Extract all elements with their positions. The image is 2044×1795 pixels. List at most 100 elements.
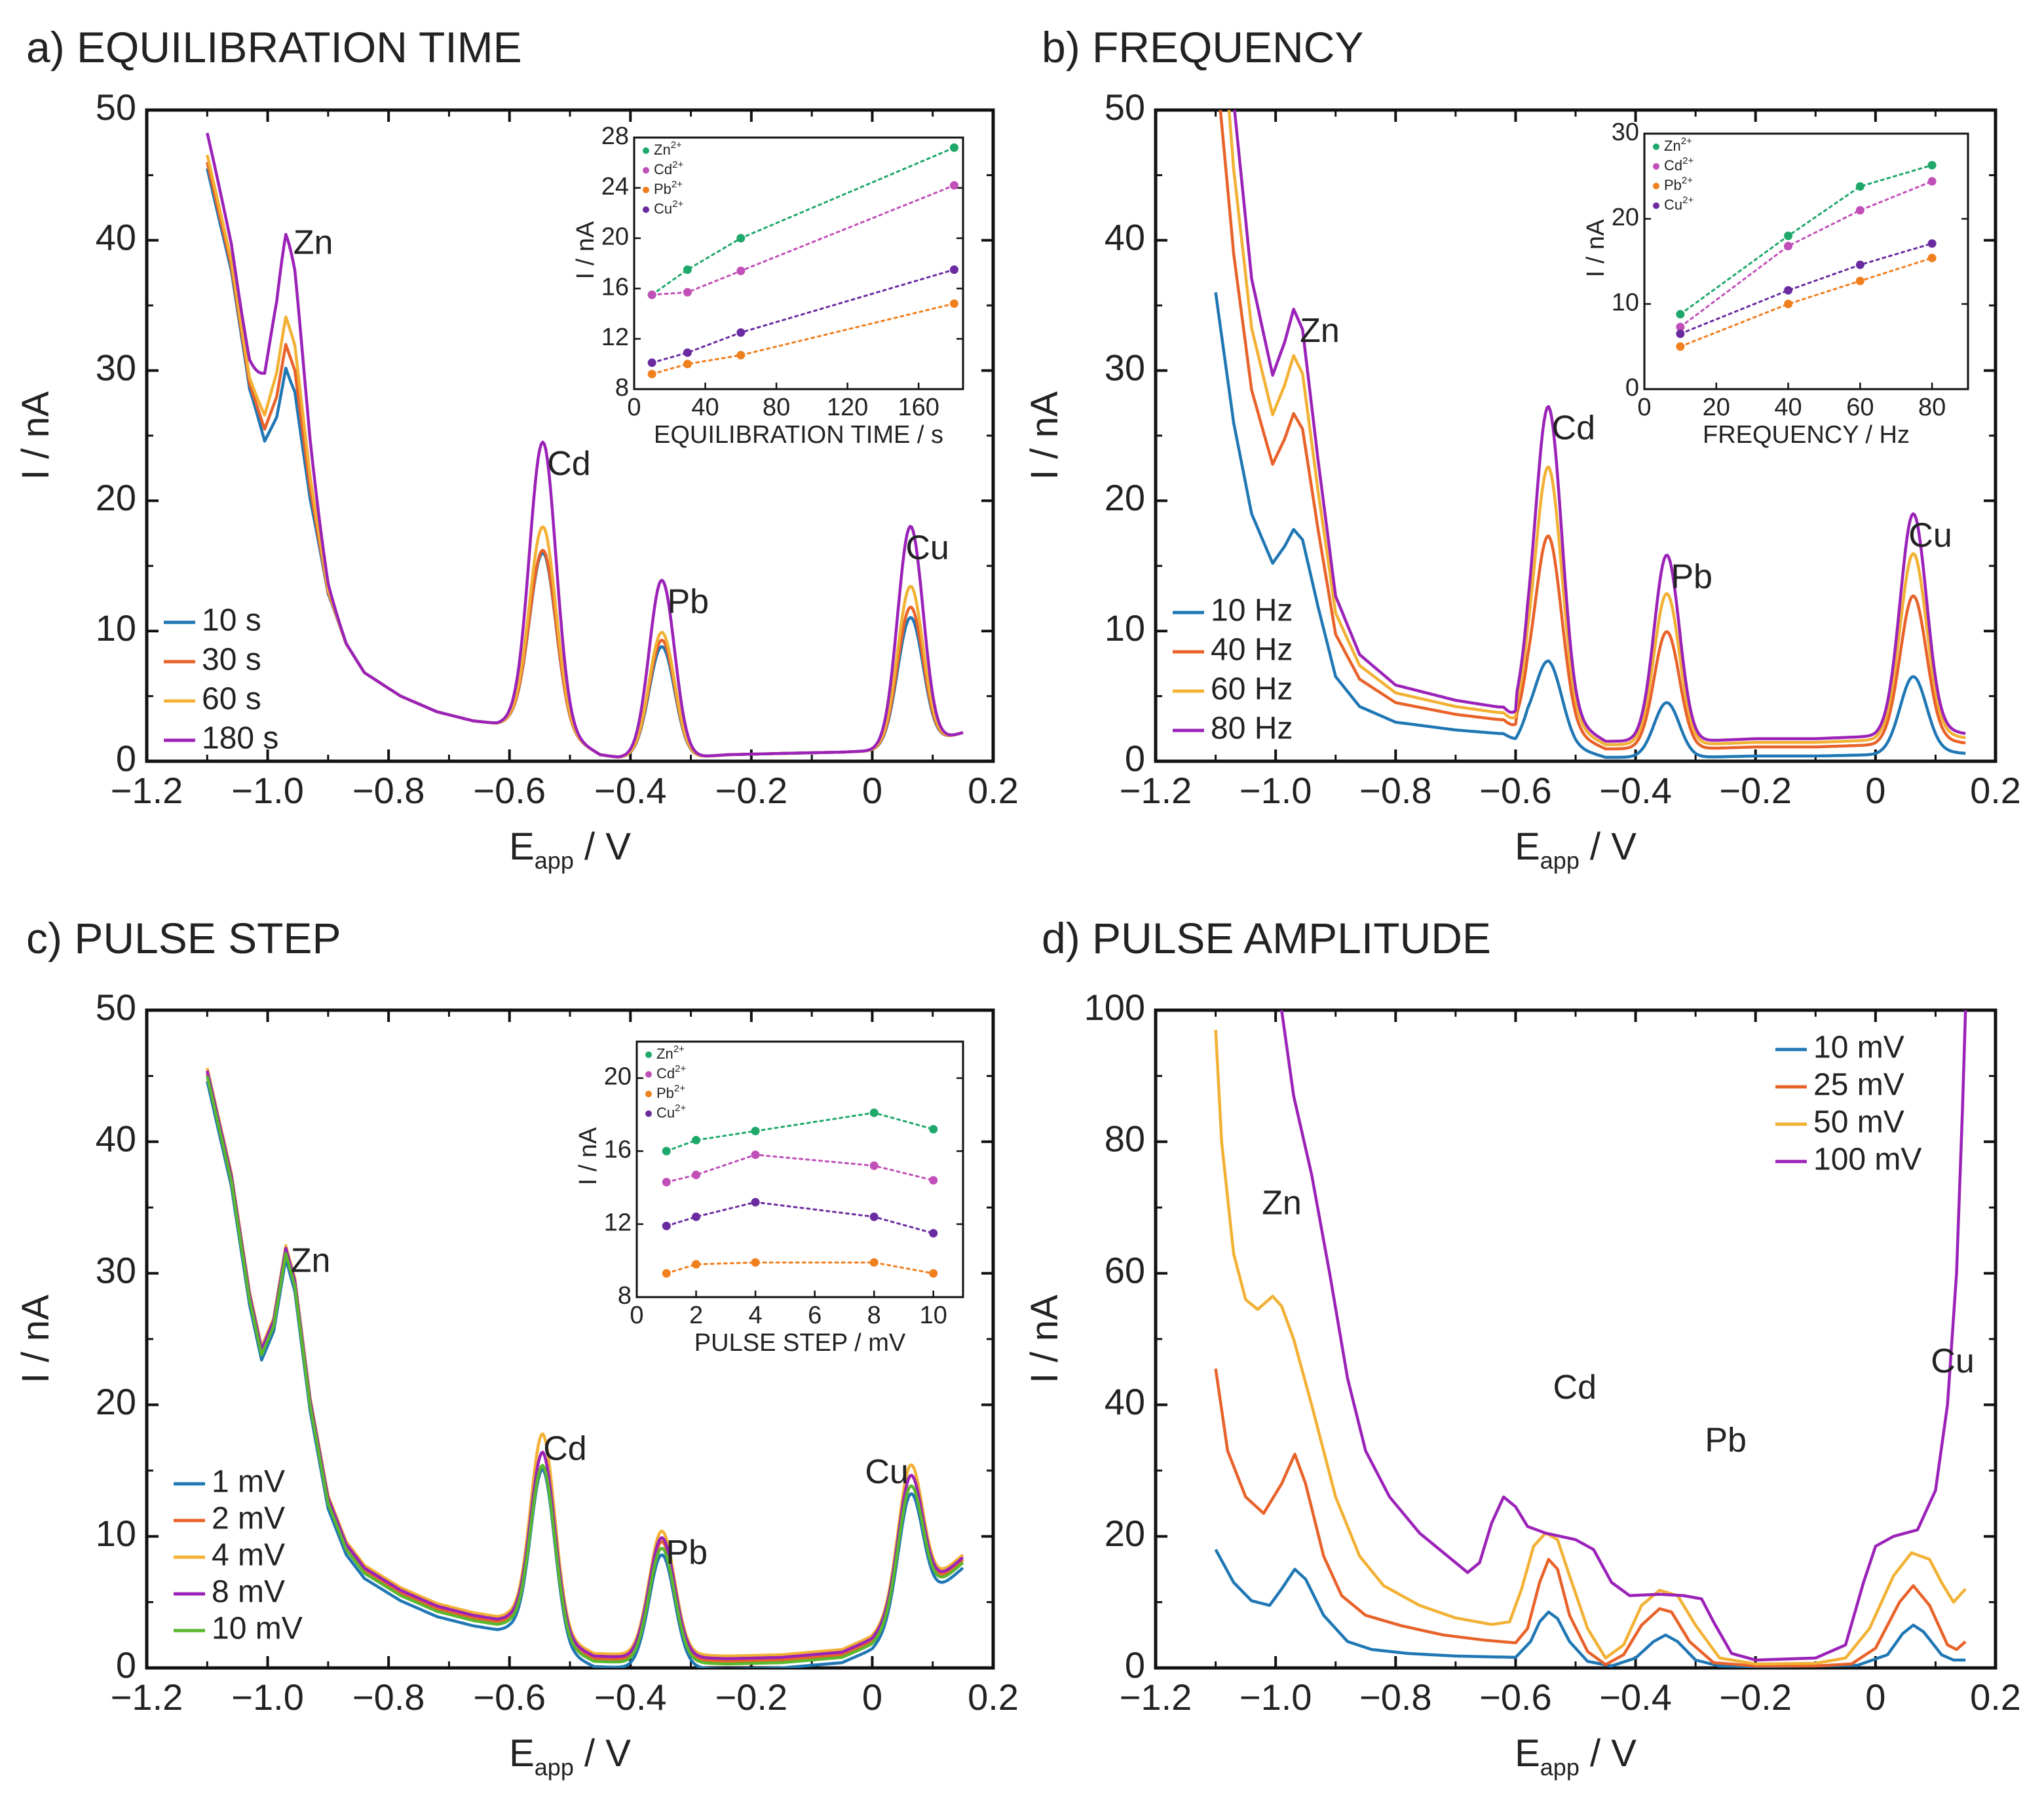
inset-x-tick-label: 0 bbox=[627, 394, 641, 421]
series-line bbox=[1214, 1368, 1967, 1668]
y-tick-label: 30 bbox=[96, 1249, 136, 1291]
x-tick-label: 0.2 bbox=[1970, 770, 2021, 811]
y-tick-label: 10 bbox=[96, 1513, 136, 1554]
x-tick-label: −0.2 bbox=[1719, 1676, 1792, 1718]
inset-data-point bbox=[869, 1161, 879, 1170]
x-tick-label: −0.2 bbox=[715, 1676, 788, 1718]
y-axis-label: I / nA bbox=[1023, 391, 1066, 480]
panel-title: a) EQUILIBRATION TIME bbox=[26, 23, 522, 71]
inset-data-point bbox=[949, 181, 958, 190]
inset-x-tick-label: 20 bbox=[1703, 394, 1730, 421]
inset-data-point bbox=[869, 1212, 879, 1221]
y-axis-label: I / nA bbox=[1023, 1294, 1066, 1384]
peak-label: Cd bbox=[1552, 409, 1595, 447]
inset-data-point bbox=[1927, 239, 1937, 248]
inset-data-point bbox=[683, 360, 692, 369]
inset-y-tick-label: 30 bbox=[1612, 119, 1639, 146]
inset-legend-charge: 2+ bbox=[674, 1083, 685, 1094]
legend-label: 100 mV bbox=[1813, 1143, 1921, 1177]
x-axis-label-unit: / V bbox=[1580, 825, 1637, 868]
x-tick-label: −1.2 bbox=[1120, 1676, 1192, 1718]
peak-label: Pb bbox=[1705, 1421, 1747, 1459]
x-axis-label: Eapp / V bbox=[1515, 1732, 1637, 1781]
inset-legend-charge: 2+ bbox=[1682, 195, 1694, 206]
inset-series-line bbox=[1679, 164, 1933, 316]
inset-legend-ion: Zn bbox=[656, 1046, 673, 1062]
inset-legend-marker bbox=[643, 167, 649, 174]
legend-label: 50 mV bbox=[1813, 1105, 1904, 1140]
inset-legend-label: Cu2+ bbox=[654, 198, 683, 217]
inset-x-tick-label: 8 bbox=[867, 1302, 881, 1329]
legend-label: 4 mV bbox=[212, 1538, 285, 1573]
x-tick-label: −0.6 bbox=[1479, 770, 1552, 811]
inset-data-point bbox=[683, 288, 692, 297]
y-tick-label: 0 bbox=[116, 738, 136, 779]
inset-data-point bbox=[662, 1269, 671, 1278]
x-tick-label: −0.8 bbox=[1359, 770, 1432, 811]
inset-data-point bbox=[1784, 286, 1793, 295]
x-tick-label: 0.2 bbox=[1970, 1676, 2021, 1718]
inset-x-tick-label: 4 bbox=[749, 1302, 763, 1329]
inset-legend-charge: 2+ bbox=[672, 179, 683, 190]
y-tick-label: 100 bbox=[1084, 987, 1145, 1028]
x-axis-label-subscript: app bbox=[1540, 1754, 1580, 1781]
x-tick-label: −0.6 bbox=[473, 770, 546, 811]
peak-label: Cd bbox=[1553, 1369, 1597, 1407]
y-tick-label: 0 bbox=[1125, 738, 1145, 779]
y-tick-label: 20 bbox=[96, 1381, 136, 1422]
inset-data-point bbox=[1927, 161, 1937, 170]
inset-data-point bbox=[1676, 342, 1685, 351]
inset-data-point bbox=[929, 1125, 938, 1134]
inset-y-tick-label: 20 bbox=[604, 1063, 632, 1091]
inset-legend-marker bbox=[643, 147, 649, 154]
peak-label: Cd bbox=[547, 445, 590, 483]
inset-series-line bbox=[1679, 257, 1933, 348]
x-tick-label: −1.2 bbox=[1120, 770, 1192, 811]
inset-data-point bbox=[751, 1127, 760, 1135]
inset-data-point bbox=[1784, 231, 1793, 240]
inset-legend-ion: Cd bbox=[654, 161, 672, 178]
inset-data-point bbox=[683, 348, 692, 357]
inset-data-point bbox=[692, 1170, 701, 1179]
inset-data-point bbox=[1927, 177, 1937, 186]
y-tick-label: 20 bbox=[1105, 1513, 1145, 1554]
x-tick-label: −0.2 bbox=[1719, 770, 1792, 811]
inset-legend-marker bbox=[1653, 163, 1659, 170]
legend-label: 10 s bbox=[202, 603, 261, 638]
inset-data-point bbox=[869, 1108, 879, 1118]
inset-x-tick-label: 160 bbox=[898, 394, 939, 421]
x-axis-label: Eapp / V bbox=[509, 1732, 631, 1781]
series-group bbox=[206, 132, 964, 759]
x-tick-label: −0.8 bbox=[352, 770, 425, 811]
panel-title: c) PULSE STEP bbox=[26, 914, 341, 962]
x-tick-label: −1.2 bbox=[111, 770, 183, 811]
x-tick-label: −0.8 bbox=[1359, 1676, 1432, 1718]
inset-data-point bbox=[647, 290, 656, 299]
inset-y-tick-label: 28 bbox=[601, 123, 629, 150]
inset-data-point bbox=[736, 350, 746, 360]
y-tick-label: 10 bbox=[1105, 607, 1145, 649]
legend-label: 10 mV bbox=[212, 1612, 303, 1646]
legend-label: 80 Hz bbox=[1211, 711, 1293, 746]
inset-legend-ion: Cu bbox=[1664, 197, 1682, 213]
inset-data-point bbox=[751, 1150, 760, 1160]
x-tick-label: −0.8 bbox=[352, 1676, 425, 1718]
series-line bbox=[1233, 110, 1966, 743]
x-axis-label-subscript: app bbox=[1540, 847, 1580, 874]
inset-legend-ion: Zn bbox=[654, 142, 671, 158]
legend-label: 25 mV bbox=[1813, 1068, 1904, 1103]
inset-x-axis-label: PULSE STEP / mV bbox=[694, 1329, 906, 1357]
inset-x-tick-label: 6 bbox=[808, 1302, 822, 1329]
inset-data-point bbox=[1784, 242, 1793, 251]
inset-data-point bbox=[736, 328, 746, 337]
inset-data-point bbox=[751, 1258, 760, 1267]
y-tick-label: 40 bbox=[1105, 217, 1145, 258]
y-tick-label: 50 bbox=[96, 86, 136, 128]
inset-legend-marker bbox=[645, 1071, 652, 1078]
peak-label: Cd bbox=[543, 1430, 586, 1468]
inset-y-tick-label: 10 bbox=[1612, 289, 1639, 316]
peak-label: Cu bbox=[1908, 516, 1952, 554]
